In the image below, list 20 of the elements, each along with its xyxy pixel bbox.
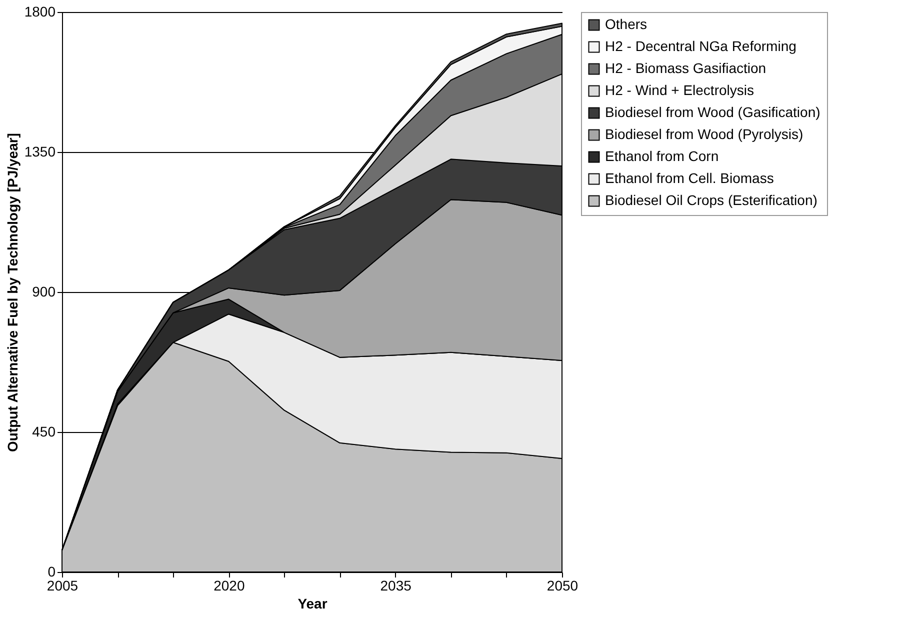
legend-label: Biodiesel from Wood (Gasification) [605,104,820,120]
y-tick-label: 900 [32,284,56,300]
legend-label: Ethanol from Corn [605,148,719,164]
legend-label: Others [605,16,648,32]
x-tick-label: 2005 [46,578,78,594]
y-tick-label: 1350 [24,144,56,160]
legend-label: H2 - Wind + Electrolysis [605,82,754,98]
x-tick-label: 2035 [380,578,412,594]
legend-label: H2 - Biomass Gasifiaction [605,60,766,76]
legend-label: Ethanol from Cell. Biomass [605,170,774,186]
y-axis-title: Output Alternative Fuel by Technology [PJ/year] [4,133,20,452]
y-tick-label: 0 [48,564,56,580]
x-tick-label: 2050 [546,578,578,594]
legend-label: H2 - Decentral NGa Reforming [605,38,796,54]
legend-label: Biodiesel from Wood (Pyrolysis) [605,126,804,142]
x-tick-label: 2020 [214,578,245,594]
y-tick-label: 450 [32,424,56,440]
legend-label: Biodiesel Oil Crops (Esterification) [605,192,818,208]
y-tick-label: 1800 [24,4,56,20]
x-axis-title: Year [298,596,328,612]
